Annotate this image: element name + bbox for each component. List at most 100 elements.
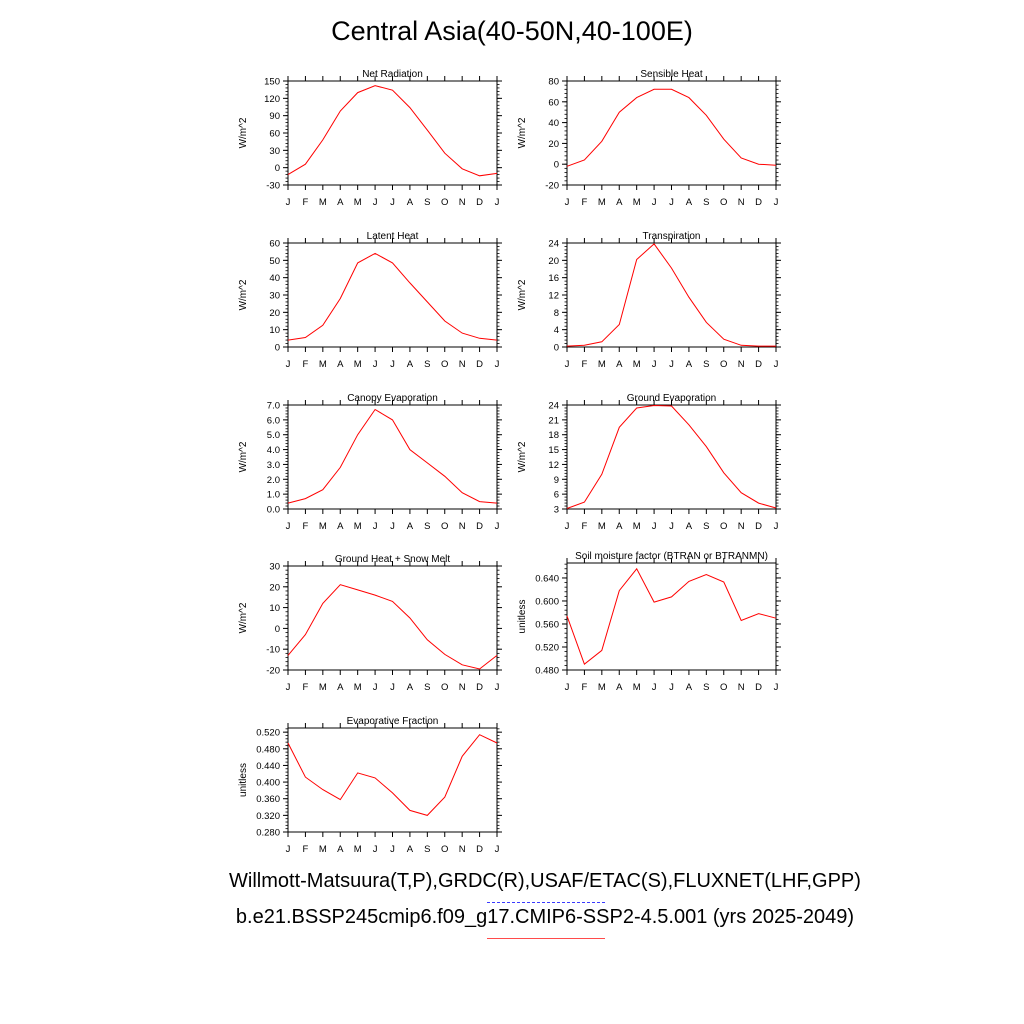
x-tick-label: J [669,682,674,693]
x-tick-label: J [373,682,378,693]
y-axis-label: W/m^2 [238,117,249,148]
y-tick-label: -20 [545,181,559,192]
x-tick-label: N [459,197,466,208]
x-tick-label: J [373,844,378,855]
x-tick-label: J [390,521,395,532]
x-tick-label: O [720,682,727,693]
y-tick-label: 6.0 [267,415,280,426]
obs-legend-line [487,902,605,903]
x-tick-label: O [441,359,448,370]
series-line [287,408,498,504]
x-tick-label: J [669,359,674,370]
x-tick-label: F [303,521,309,532]
x-tick-label: J [565,682,570,693]
x-tick-label: A [337,359,344,370]
y-tick-label: 80 [548,77,559,88]
x-tick-label: A [686,682,693,693]
x-tick-label: D [476,359,483,370]
x-tick-label: O [720,197,727,208]
x-tick-label: M [354,197,362,208]
x-tick-label: N [738,682,745,693]
x-tick-label: F [582,521,588,532]
series-line [566,567,777,666]
x-tick-label: J [390,359,395,370]
x-tick-label: J [286,844,291,855]
x-tick-label: J [286,359,291,370]
x-tick-label: S [424,521,430,532]
x-tick-label: M [354,844,362,855]
x-tick-label: M [598,521,606,532]
series-line [566,404,777,509]
y-tick-label: 20 [269,582,280,593]
y-axis-label: W/m^2 [517,117,528,148]
x-tick-label: A [407,521,414,532]
y-tick-label: 30 [269,562,280,573]
x-tick-label: O [720,359,727,370]
x-tick-label: J [286,521,291,532]
x-tick-label: A [686,359,693,370]
x-tick-label: J [495,359,500,370]
x-tick-label: M [633,197,641,208]
x-tick-label: N [459,359,466,370]
plot-frame [566,80,777,186]
x-tick-label: A [407,682,414,693]
x-tick-label: D [755,682,762,693]
x-tick-label: J [373,197,378,208]
y-tick-label: 0.400 [256,778,280,789]
panel-title: Transpiration [643,231,701,242]
plot-frame [287,242,498,348]
x-tick-label: M [319,682,327,693]
y-tick-label: 2.0 [267,475,280,486]
x-tick-label: J [390,682,395,693]
series-line [287,734,498,816]
x-tick-label: M [354,359,362,370]
plot-frame [566,242,777,348]
x-tick-label: A [337,521,344,532]
y-tick-label: 150 [264,77,280,88]
x-tick-label: J [565,359,570,370]
x-tick-label: F [582,359,588,370]
y-tick-label: -30 [266,181,280,192]
y-tick-label: 0 [554,160,559,171]
plot-frame [566,562,777,671]
x-tick-label: J [286,197,291,208]
x-tick-label: M [354,682,362,693]
y-tick-label: 0.440 [256,761,280,772]
x-tick-label: O [441,682,448,693]
y-tick-label: 40 [269,273,280,284]
y-tick-label: 24 [548,401,559,412]
series-line [287,584,498,670]
x-tick-label: J [373,359,378,370]
x-tick-label: S [703,682,709,693]
x-tick-label: A [616,197,623,208]
x-tick-label: O [441,521,448,532]
y-tick-label: 30 [269,291,280,302]
plot-frame [287,80,498,186]
page-title: Central Asia(40-50N,40-100E) [331,16,693,46]
y-tick-label: -10 [266,645,280,656]
y-tick-label: 9 [554,475,559,486]
x-tick-label: M [633,682,641,693]
y-tick-label: 16 [548,273,559,284]
x-tick-label: J [669,521,674,532]
panel-8: Soil moisture factor (BTRAN or BTRANMN) u… [517,551,781,693]
x-tick-label: M [598,359,606,370]
y-tick-label: 5.0 [267,430,280,441]
x-tick-label: M [354,521,362,532]
y-axis-label: W/m^2 [238,602,249,633]
series-line [287,85,498,177]
x-tick-label: A [337,197,344,208]
x-tick-label: M [319,197,327,208]
y-tick-label: 1.0 [267,490,280,501]
y-tick-label: 18 [548,430,559,441]
x-tick-label: S [703,359,709,370]
x-tick-label: N [738,197,745,208]
y-tick-label: 10 [269,325,280,336]
x-tick-label: S [424,682,430,693]
